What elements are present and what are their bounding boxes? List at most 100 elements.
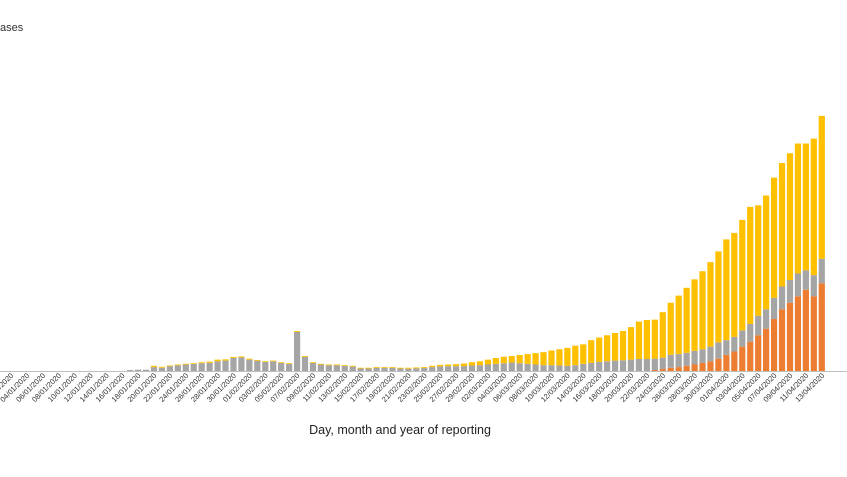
bar-segment-83-series-2 — [651, 358, 658, 371]
bar-segment-103-series-1 — [810, 296, 817, 371]
bar-segment-70-series-2 — [548, 365, 555, 371]
bar-segment-77-series-3 — [604, 335, 611, 362]
bar-segment-18-series-2 — [134, 369, 142, 371]
bar-segment-104-series-3 — [818, 115, 825, 259]
bar-segment-89-series-1 — [699, 362, 706, 372]
bar-segment-62-series-3 — [484, 359, 491, 365]
bar-segment-65-series-2 — [508, 362, 515, 371]
bar-segment-93-series-2 — [731, 336, 738, 352]
bar-segment-61-series-2 — [476, 365, 484, 371]
bar-segment-86-series-1 — [675, 367, 682, 371]
bar-segment-55-series-2 — [429, 367, 436, 371]
bar-segment-49-series-3 — [381, 367, 388, 368]
bar-segment-91-series-2 — [715, 342, 722, 359]
bar-segment-29-series-3 — [222, 359, 229, 361]
bar-segment-81-series-3 — [635, 321, 643, 359]
bar-segment-83-series-1 — [651, 370, 658, 371]
bar-segment-66-series-2 — [516, 363, 523, 371]
bar-segment-94-series-1 — [739, 346, 746, 372]
bar-segment-74-series-2 — [580, 363, 587, 371]
bar-segment-102-series-2 — [802, 270, 809, 290]
bar-segment-104-series-2 — [818, 258, 825, 284]
bar-segment-40-series-2 — [309, 362, 317, 372]
bar-segment-20-series-3 — [150, 365, 158, 368]
bar-segment-58-series-3 — [452, 364, 460, 367]
bar-segment-68-series-2 — [532, 364, 539, 371]
bar-segment-91-series-1 — [715, 358, 722, 371]
bar-segment-47-series-2 — [365, 368, 372, 371]
bar-segment-28-series-2 — [214, 361, 221, 371]
bar-segment-100-series-1 — [786, 302, 794, 371]
bar-segment-59-series-2 — [460, 366, 468, 372]
bar-segment-93-series-1 — [731, 351, 738, 371]
bar-segment-38-series-3 — [293, 331, 301, 332]
bar-segment-54-series-2 — [421, 368, 428, 371]
bar-segment-92-series-1 — [723, 354, 730, 371]
bar-segment-53-series-2 — [413, 368, 420, 371]
bar-segment-101-series-1 — [794, 296, 802, 371]
bar-segment-73-series-3 — [572, 345, 579, 366]
bar-segment-27-series-2 — [206, 362, 213, 372]
bar-segment-36-series-2 — [278, 362, 285, 372]
bar-segment-30-series-3 — [230, 357, 237, 358]
bar-segment-54-series-3 — [421, 367, 428, 369]
bar-segment-35-series-3 — [270, 360, 277, 362]
bar-segment-64-series-2 — [500, 363, 507, 371]
bar-segment-99-series-2 — [778, 286, 786, 310]
bar-segment-60-series-2 — [468, 365, 476, 372]
bar-segment-67-series-3 — [524, 354, 531, 364]
bar-segment-80-series-2 — [627, 359, 635, 372]
bar-segment-85-series-2 — [667, 354, 674, 368]
bar-segment-64-series-3 — [500, 356, 507, 364]
bar-segment-44-series-2 — [341, 365, 348, 371]
bar-segment-25-series-3 — [190, 363, 197, 364]
bar-segment-20-series-2 — [150, 367, 158, 371]
bar-segment-78-series-3 — [611, 332, 619, 361]
bar-segment-69-series-3 — [540, 352, 547, 366]
bar-segment-90-series-1 — [707, 361, 714, 371]
bar-segment-75-series-2 — [588, 362, 595, 372]
bar-segment-62-series-2 — [484, 364, 491, 371]
bar-segment-78-series-2 — [611, 360, 619, 371]
bar-segment-32-series-3 — [246, 358, 253, 360]
bar-segment-57-series-3 — [445, 364, 452, 367]
bar-segment-76-series-2 — [596, 361, 603, 371]
bar-segment-81-series-2 — [635, 358, 643, 371]
bar-segment-35-series-2 — [270, 361, 277, 371]
bar-segment-103-series-3 — [810, 138, 817, 276]
bar-segment-89-series-3 — [699, 271, 706, 350]
bar-segment-31-series-3 — [238, 356, 245, 358]
bar-segment-66-series-3 — [516, 355, 523, 364]
bar-segment-23-series-2 — [174, 365, 181, 371]
x-axis-label: Day, month and year of reporting — [309, 423, 491, 437]
bar-segment-61-series-3 — [476, 361, 484, 366]
bar-segment-97-series-2 — [763, 309, 770, 329]
bar-segment-95-series-1 — [747, 341, 754, 371]
bar-segment-41-series-2 — [317, 364, 325, 371]
bar-segment-87-series-1 — [683, 365, 690, 371]
bar-segment-34-series-3 — [262, 361, 269, 363]
bar-segment-44-series-3 — [341, 365, 348, 366]
bar-segment-82-series-2 — [643, 358, 650, 371]
bar-segment-84-series-3 — [659, 312, 666, 358]
bar-segment-97-series-3 — [763, 195, 770, 310]
bar-segment-87-series-3 — [683, 287, 690, 353]
bar-segment-86-series-3 — [675, 295, 682, 355]
bar-segment-89-series-2 — [699, 349, 706, 363]
bar-segment-99-series-1 — [778, 309, 786, 371]
bar-segment-102-series-1 — [802, 289, 809, 371]
bar-segment-69-series-2 — [540, 365, 547, 371]
bar-segment-21-series-3 — [158, 366, 166, 368]
bar-segment-90-series-2 — [707, 346, 714, 362]
bar-segment-58-series-2 — [452, 366, 460, 372]
bar-segment-50-series-2 — [389, 367, 396, 371]
bar-segment-46-series-3 — [357, 367, 364, 369]
bar-segment-88-series-1 — [691, 364, 698, 371]
bar-segment-77-series-2 — [604, 361, 611, 371]
bar-segment-76-series-3 — [596, 337, 603, 362]
bar-segment-27-series-3 — [206, 361, 213, 363]
bar-segment-42-series-2 — [325, 365, 332, 371]
bars-group — [127, 115, 825, 372]
bar-segment-87-series-2 — [683, 352, 690, 366]
bar-segment-42-series-3 — [325, 364, 332, 366]
